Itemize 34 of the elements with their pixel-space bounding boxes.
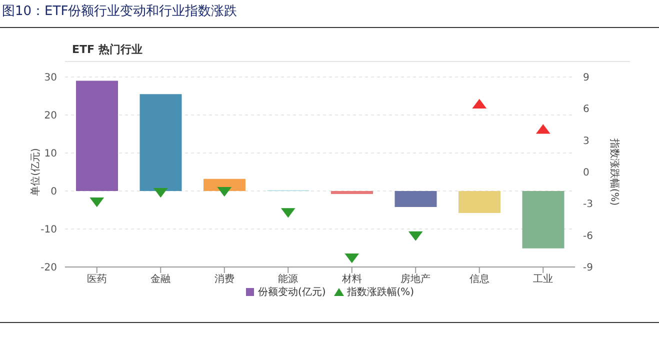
x-tick-label: 金融 bbox=[150, 273, 171, 286]
x-tick-label: 能源 bbox=[278, 273, 298, 286]
y-axis-title: 单位(亿元) bbox=[30, 148, 42, 196]
y2-tick-label: -9 bbox=[583, 262, 593, 274]
bar bbox=[522, 191, 564, 248]
bar bbox=[204, 178, 246, 191]
y2-tick-label: -6 bbox=[583, 230, 593, 242]
bar bbox=[76, 80, 118, 191]
bar bbox=[394, 191, 437, 207]
y-tick-label: 30 bbox=[44, 72, 57, 84]
y2-axis-title: 指数涨跌幅(%) bbox=[608, 137, 620, 206]
y2-tick-label: 9 bbox=[583, 72, 590, 84]
y2-tick-label: 6 bbox=[583, 104, 590, 116]
chart-title: 图10：ETF份额行业变动和行业指数涨跌 bbox=[2, 3, 238, 20]
x-tick-label: 材料 bbox=[340, 273, 362, 286]
bar bbox=[331, 191, 373, 194]
legend-label: 份额变动(亿元) bbox=[258, 286, 326, 299]
y-tick-label: -20 bbox=[40, 262, 57, 274]
y-tick-label: 0 bbox=[50, 186, 57, 198]
x-tick-label: 消费 bbox=[214, 273, 234, 286]
chart-subtitle: ETF 热门行业 bbox=[72, 42, 142, 57]
y-tick-label: -10 bbox=[40, 224, 57, 236]
y-tick-label: 20 bbox=[44, 110, 57, 122]
y2-tick-label: 3 bbox=[583, 136, 590, 147]
x-tick-label: 信息 bbox=[469, 273, 490, 286]
x-tick-label: 房地产 bbox=[400, 273, 431, 286]
y-tick-label: 10 bbox=[44, 148, 57, 160]
bar bbox=[140, 94, 182, 191]
y2-tick-label: -3 bbox=[583, 199, 593, 210]
bar bbox=[458, 191, 500, 214]
x-tick-label: 医药 bbox=[86, 273, 107, 286]
x-tick-label: 工业 bbox=[533, 273, 554, 286]
y2-tick-label: 0 bbox=[583, 168, 590, 179]
legend-label: 指数涨跌幅(%) bbox=[346, 286, 414, 299]
